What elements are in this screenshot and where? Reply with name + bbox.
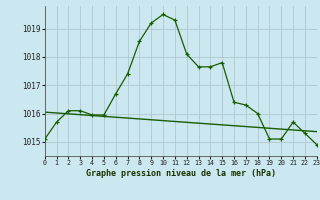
X-axis label: Graphe pression niveau de la mer (hPa): Graphe pression niveau de la mer (hPa) xyxy=(86,169,276,178)
